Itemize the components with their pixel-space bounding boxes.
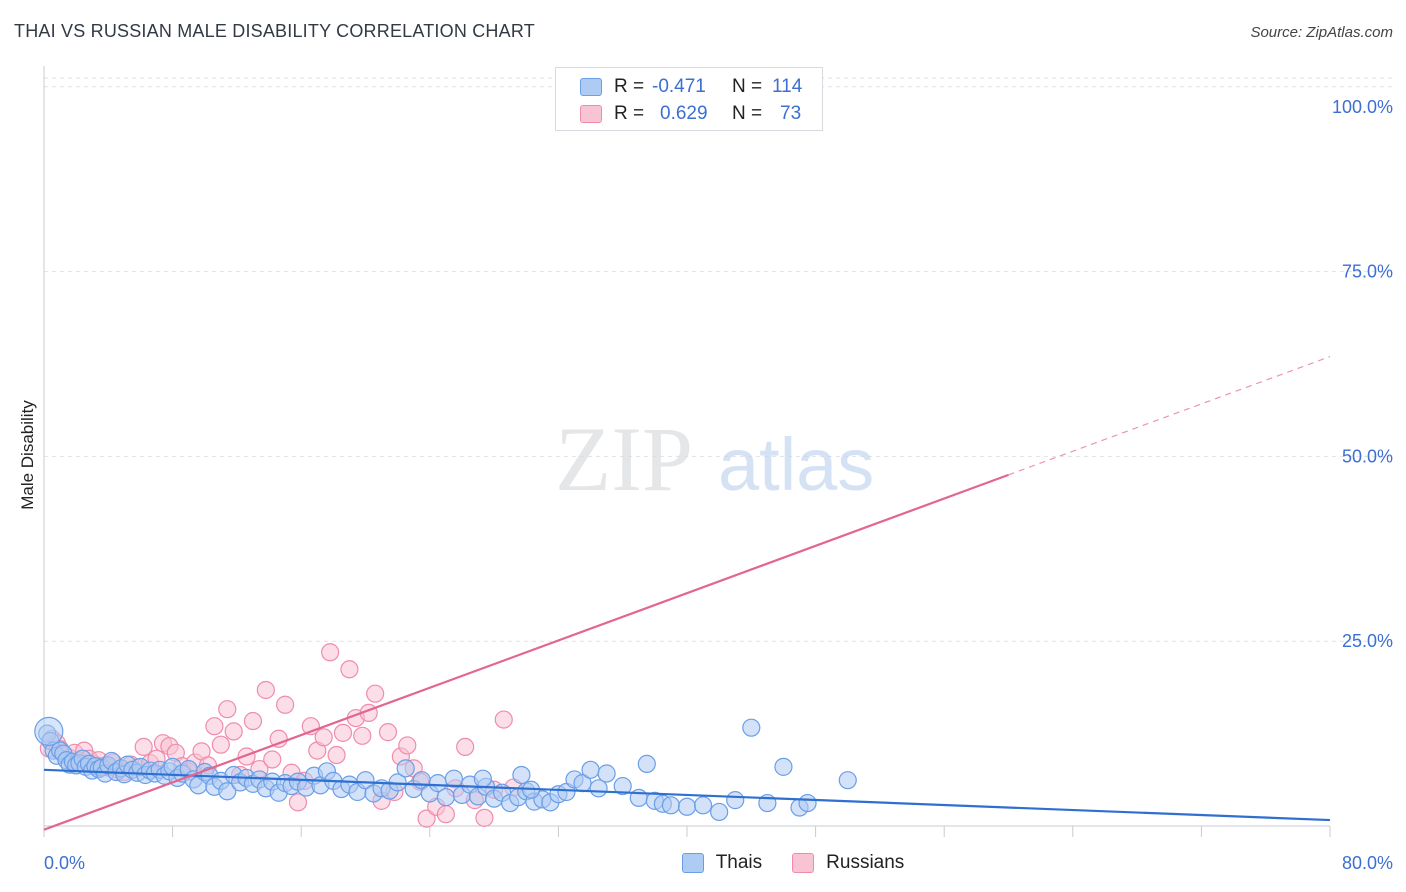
legend-r-label: R =	[614, 76, 645, 97]
y-tick-label: 100.0%	[1332, 97, 1393, 117]
russians-point	[398, 736, 417, 755]
russians-swatch	[580, 105, 602, 123]
thais-points	[34, 716, 857, 822]
watermark-zip: ZIP	[555, 408, 693, 510]
russians-point	[353, 726, 372, 745]
russians-point	[134, 737, 153, 757]
thais-point	[581, 760, 600, 779]
y-tick-label: 50.0%	[1342, 446, 1393, 466]
legend-row-thais: R = -0.471 N = 114	[580, 74, 802, 100]
legend-r-value: -0.471	[652, 76, 706, 97]
russians-point	[456, 737, 475, 757]
russians-point	[366, 684, 385, 703]
russians-point	[314, 728, 333, 747]
thais-point	[34, 716, 64, 746]
thais-point	[444, 769, 464, 788]
legend-r-value: 0.629	[660, 103, 708, 124]
thais-trend-line	[43, 768, 1331, 822]
x-tick-label: 80.0%	[1342, 853, 1393, 873]
thais-point	[661, 796, 681, 815]
thais-point	[637, 754, 656, 774]
russians-point	[494, 710, 513, 729]
legend-n-value: 114	[772, 76, 803, 97]
thais-point	[726, 791, 745, 810]
russians-point	[243, 711, 263, 731]
russians-point	[263, 750, 282, 769]
legend-item-thais: Thais	[681, 852, 763, 874]
legend-label-thais: Thais	[715, 852, 763, 873]
axes	[43, 66, 1331, 837]
thais-point	[436, 788, 455, 807]
thais-point	[218, 782, 237, 801]
russians-point	[340, 660, 359, 679]
russians-point	[276, 695, 295, 714]
russians-point	[256, 680, 275, 700]
thais-point	[396, 759, 415, 778]
thais-point	[613, 776, 632, 796]
trend-lines	[43, 356, 1331, 831]
legend-n-value: 73	[780, 103, 802, 124]
x-tick-label: 0.0%	[44, 853, 85, 873]
thais-point	[742, 718, 761, 737]
legend-row-russians: R = 0.629 N = 73	[580, 101, 801, 127]
russians-point	[237, 747, 256, 766]
russians-point	[378, 723, 398, 742]
legend-item-russians: Russians	[792, 852, 904, 874]
thais-point	[693, 796, 713, 815]
thais-point	[512, 765, 531, 785]
chart-source: Source: ZipAtlas.com	[1250, 24, 1393, 41]
russians-point	[218, 700, 237, 719]
watermark: ZIP atlas	[555, 408, 874, 510]
tick-labels: 25.0% 50.0% 75.0% 100.0% 0.0% 80.0%	[44, 97, 1393, 873]
russians-point	[321, 643, 340, 662]
russians-point	[288, 793, 308, 812]
russians-point	[211, 735, 230, 754]
thais-point	[677, 797, 697, 816]
chart-title: THAI VS RUSSIAN MALE DISABILITY CORRELAT…	[14, 21, 535, 41]
russians-point	[269, 729, 288, 748]
watermark-atlas: atlas	[718, 423, 874, 506]
y-tick-label: 75.0%	[1342, 262, 1393, 282]
thais-point	[838, 771, 857, 790]
grid-lines	[44, 77, 1396, 642]
russians-trend-line	[43, 473, 1009, 831]
russians-point	[475, 808, 494, 827]
thais-point	[710, 802, 729, 822]
russians-trend-extension	[1008, 356, 1331, 476]
thais-point	[473, 769, 492, 788]
russians-point	[436, 805, 455, 824]
russians-point	[224, 722, 243, 741]
russians-point	[333, 723, 353, 742]
russians-point	[205, 717, 224, 736]
correlation-legend: R = -0.471 N = 114 R = 0.629 N = 73	[555, 67, 823, 131]
series-legend: Thais Russians	[0, 852, 1406, 874]
thais-point	[597, 764, 616, 783]
legend-r-label: R =	[614, 103, 645, 124]
legend-n-label: N =	[732, 103, 763, 124]
legend-n-label: N =	[732, 76, 763, 97]
russians-swatch	[792, 853, 815, 873]
russians-point	[327, 745, 346, 765]
thais-point	[774, 757, 793, 776]
thais-point	[356, 771, 375, 790]
thais-point	[798, 793, 817, 813]
russians-point	[417, 809, 436, 828]
thais-swatch	[580, 78, 602, 96]
legend-label-russians: Russians	[826, 852, 905, 873]
y-tick-label: 25.0%	[1342, 631, 1393, 651]
thais-swatch	[681, 853, 704, 873]
